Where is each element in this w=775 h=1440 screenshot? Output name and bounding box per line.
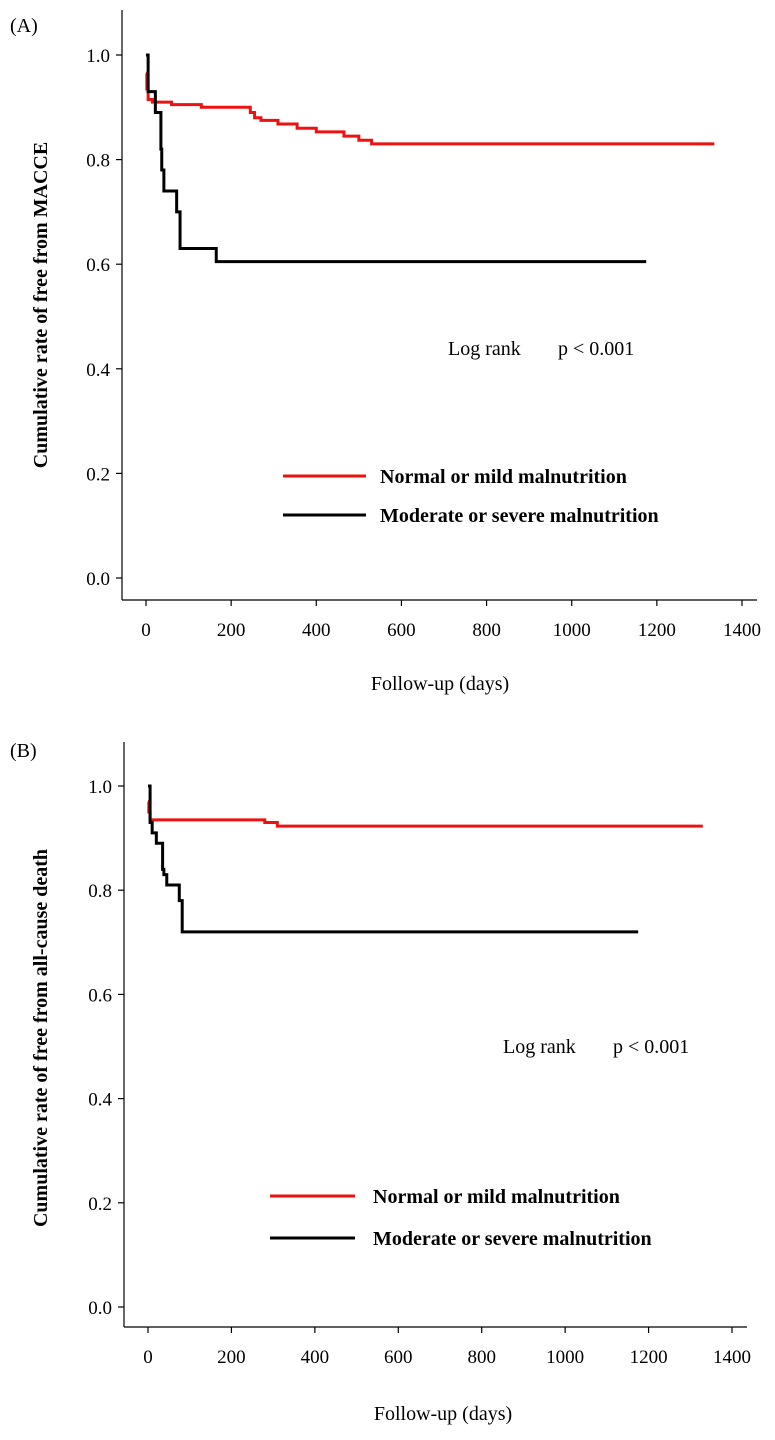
y-tick-label: 0.2: [86, 464, 110, 485]
p-value-label: p < 0.001: [558, 338, 634, 360]
x-tick-label: 800: [467, 1347, 496, 1368]
x-tick-label: 1400: [713, 1347, 751, 1368]
y-tick-label: 0.8: [86, 151, 110, 172]
panel-label: (A): [10, 15, 38, 37]
panel-label: (B): [10, 740, 37, 762]
legend-label: Moderate or severe malnutrition: [380, 505, 659, 527]
legend-label: Normal or mild malnutrition: [380, 466, 627, 488]
y-tick-label: 1.0: [88, 777, 112, 798]
series-line-normal-mild: [145, 71, 715, 146]
x-tick-label: 1000: [546, 1347, 584, 1368]
x-tick-label: 600: [387, 620, 416, 641]
legend-label: Normal or mild malnutrition: [373, 1186, 620, 1208]
x-axis-title: Follow-up (days): [371, 673, 509, 695]
x-tick-label: 800: [472, 620, 501, 641]
y-axis-title: Cumulative rate of free from all-cause d…: [30, 849, 52, 1227]
x-tick-label: 1000: [553, 620, 591, 641]
chart-panel-a: (A) 0.0 0.2 0.4 0.6 0.8 1.0 0 200 400 600 800 1000 12…: [10, 10, 761, 695]
series-line-moderate-severe: [146, 53, 647, 264]
y-tick-label: 0.0: [86, 569, 110, 590]
log-rank-label: Log rank: [503, 1036, 576, 1058]
x-tick-label: 0: [141, 620, 151, 641]
x-tick-label: 1200: [638, 620, 676, 641]
y-tick-label: 0.4: [88, 1090, 112, 1111]
series-line-moderate-severe: [148, 784, 639, 934]
x-tick-label: 0: [143, 1347, 153, 1368]
x-tick-label: 400: [302, 620, 331, 641]
y-axis-title: Cumulative rate of free from MACCE: [30, 142, 52, 468]
x-axis-title: Follow-up (days): [374, 1403, 512, 1425]
log-rank-label: Log rank: [448, 338, 521, 360]
y-tick-label: 1.0: [86, 46, 110, 67]
legend-label: Moderate or severe malnutrition: [373, 1228, 652, 1250]
p-value-label: p < 0.001: [613, 1036, 689, 1058]
x-tick-label: 200: [217, 620, 246, 641]
x-tick-label: 200: [217, 1347, 246, 1368]
y-tick-label: 0.0: [88, 1298, 112, 1319]
x-tick-label: 400: [301, 1347, 330, 1368]
y-tick-label: 0.8: [88, 881, 112, 902]
y-tick-label: 0.4: [86, 360, 110, 381]
chart-panel-b: (B) 0.0 0.2 0.4 0.6 0.8 1.0 0 200 400 600 800 1000 12…: [10, 740, 751, 1425]
y-tick-label: 0.6: [86, 255, 110, 276]
y-tick-label: 0.2: [88, 1194, 112, 1215]
x-tick-label: 1400: [723, 620, 761, 641]
x-tick-label: 1200: [630, 1347, 668, 1368]
x-tick-label: 600: [384, 1347, 413, 1368]
y-tick-label: 0.6: [88, 985, 112, 1006]
